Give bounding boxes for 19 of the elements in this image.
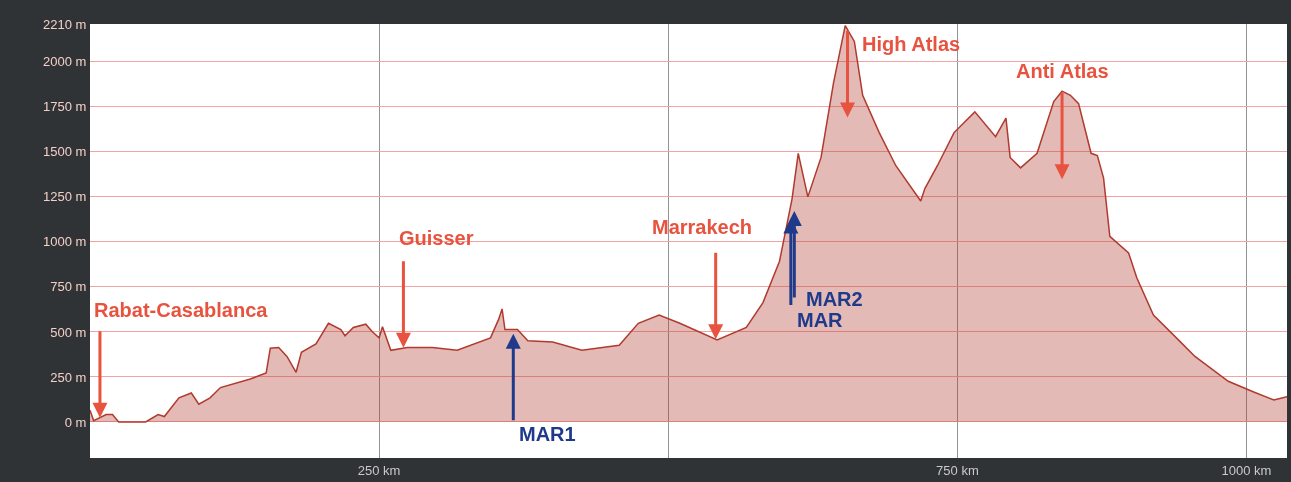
annotation: MAR: [797, 309, 844, 331]
x-tick-label: 250 km: [357, 462, 401, 478]
annotation: MAR1: [519, 423, 576, 445]
y-tick-label: 0 m: [64, 414, 87, 430]
y-tick-label: 1500 m: [43, 144, 87, 160]
y-tick-label: 1750 m: [43, 99, 87, 115]
annotation: Anti Atlas: [1016, 60, 1109, 82]
x-tick-label: 1000 km: [1221, 462, 1272, 478]
annotation: Guisser: [399, 227, 474, 249]
y-tick-label: 2000 m: [43, 54, 87, 70]
y-tick-label: 250 m: [50, 369, 87, 385]
y-tick-label: 750 m: [50, 279, 87, 295]
y-tick-label: 1250 m: [43, 189, 87, 205]
y-tick-label: 500 m: [50, 324, 87, 340]
annotation: MAR2: [806, 288, 863, 310]
annotation: Rabat-Casablanca: [94, 299, 269, 321]
y-tick-label: 2210 m: [43, 16, 87, 32]
x-tick-label: 750 km: [936, 462, 979, 478]
y-tick-label: 1000 m: [43, 234, 87, 250]
